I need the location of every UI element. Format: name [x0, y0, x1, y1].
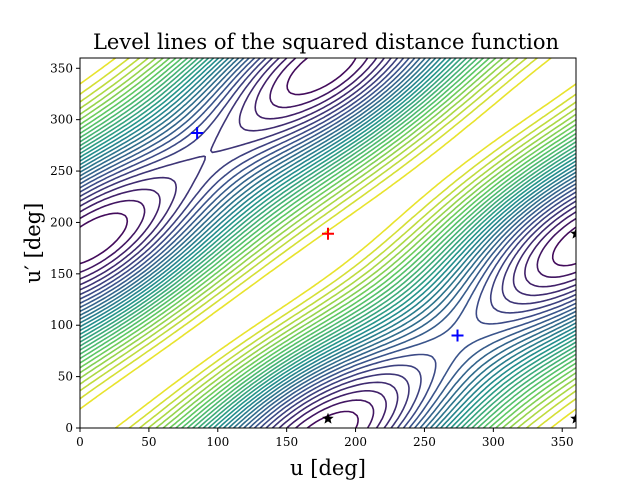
plot-area: 0 50 100 150 200 250 300 350 0 50 100 150 200 250 300…	[50, 57, 577, 449]
contour-level-26	[80, 58, 576, 428]
contour-level-30	[80, 58, 576, 428]
contour-level-28	[80, 58, 576, 428]
contour-level-20	[80, 58, 576, 428]
contour-level-19	[80, 58, 576, 428]
y-tick-label: 150	[50, 267, 73, 281]
x-tick-label: 250	[413, 435, 436, 449]
y-tick-label: 50	[58, 370, 73, 384]
contour-level-5	[80, 58, 576, 428]
contour-level-1	[80, 58, 576, 428]
contour-level-8	[80, 58, 576, 428]
star-marker	[570, 227, 576, 239]
contour-level-23	[80, 58, 576, 428]
plus-marker	[451, 329, 464, 342]
contour-level-12	[80, 58, 576, 428]
x-tick-label: 200	[344, 435, 367, 449]
y-axis-ticks: 0 50 100 150 200 250 300 350	[50, 61, 80, 435]
contour-lines	[80, 58, 576, 428]
x-tick-label: 150	[275, 435, 298, 449]
contour-level-29	[80, 58, 576, 428]
y-tick-label: 0	[65, 421, 73, 435]
contour-level-14	[80, 58, 576, 428]
y-tick-label: 350	[50, 61, 73, 75]
y-tick-label: 100	[50, 318, 73, 332]
contour-level-6	[80, 58, 576, 428]
markers	[191, 127, 576, 424]
y-tick-label: 300	[50, 113, 73, 127]
y-tick-label: 250	[50, 164, 73, 178]
x-tick-label: 350	[551, 435, 574, 449]
contour-level-15	[80, 58, 576, 428]
star-marker	[570, 412, 576, 424]
contour-level-21	[80, 58, 576, 428]
x-tick-label: 0	[76, 435, 84, 449]
chart-title: Level lines of the squared distance func…	[93, 30, 559, 54]
contour-level-24	[80, 58, 576, 428]
plus-marker	[191, 127, 204, 140]
plot-frame	[79, 57, 577, 429]
y-axis-label: u′ [deg]	[21, 203, 45, 284]
x-tick-label: 300	[482, 435, 505, 449]
x-axis-label: u [deg]	[290, 456, 366, 480]
plus-marker	[322, 227, 334, 240]
contour-level-11	[80, 58, 576, 428]
contour-level-16	[80, 58, 576, 428]
x-axis-ticks: 0 50 100 150 200 250 300 350	[76, 428, 574, 449]
contour-level-10	[80, 58, 576, 428]
contour-level-3	[80, 58, 576, 428]
x-tick-label: 100	[206, 435, 229, 449]
star-marker	[322, 412, 334, 424]
x-tick-label: 50	[141, 435, 156, 449]
y-tick-label: 200	[50, 215, 73, 229]
contour-level-9	[80, 58, 576, 428]
contour-level-27	[80, 58, 576, 428]
contour-level-4	[80, 58, 576, 428]
